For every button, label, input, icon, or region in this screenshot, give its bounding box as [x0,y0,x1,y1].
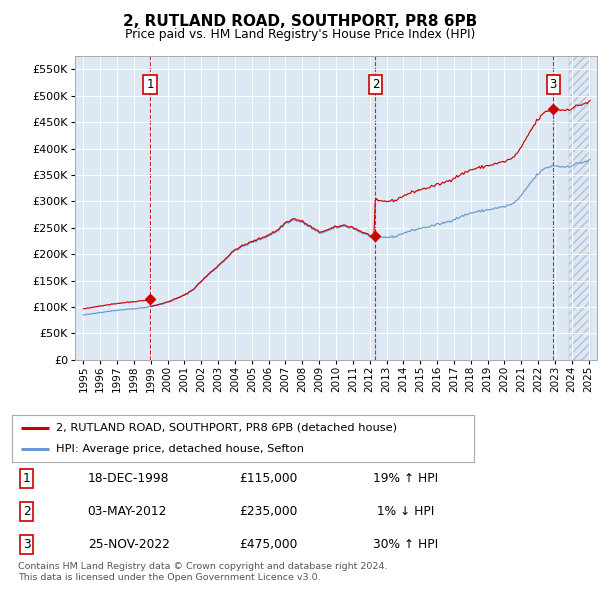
Text: £115,000: £115,000 [239,473,298,486]
Text: 1% ↓ HPI: 1% ↓ HPI [373,505,434,518]
Text: 18-DEC-1998: 18-DEC-1998 [88,473,169,486]
Text: £475,000: £475,000 [239,537,298,550]
Text: 3: 3 [550,78,557,91]
Text: 25-NOV-2022: 25-NOV-2022 [88,537,170,550]
Text: Contains HM Land Registry data © Crown copyright and database right 2024.
This d: Contains HM Land Registry data © Crown c… [18,562,388,582]
Text: 19% ↑ HPI: 19% ↑ HPI [373,473,438,486]
Text: 2, RUTLAND ROAD, SOUTHPORT, PR8 6PB: 2, RUTLAND ROAD, SOUTHPORT, PR8 6PB [123,14,477,29]
Text: 1: 1 [146,78,154,91]
Text: 3: 3 [23,537,31,550]
Text: HPI: Average price, detached house, Sefton: HPI: Average price, detached house, Seft… [56,444,304,454]
Text: 30% ↑ HPI: 30% ↑ HPI [373,537,438,550]
Text: 2, RUTLAND ROAD, SOUTHPORT, PR8 6PB (detached house): 2, RUTLAND ROAD, SOUTHPORT, PR8 6PB (det… [56,422,397,432]
Text: 2: 2 [371,78,379,91]
Text: 2: 2 [23,505,31,518]
Text: £235,000: £235,000 [239,505,298,518]
Text: 03-MAY-2012: 03-MAY-2012 [88,505,167,518]
Text: 1: 1 [23,473,31,486]
Text: Price paid vs. HM Land Registry's House Price Index (HPI): Price paid vs. HM Land Registry's House … [125,28,475,41]
